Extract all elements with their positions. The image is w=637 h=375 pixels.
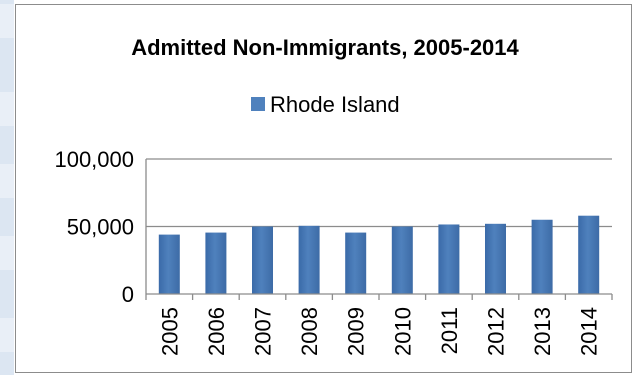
x-tick-label: 2011 bbox=[437, 307, 462, 354]
chart-area bbox=[15, 4, 632, 373]
bar-2012 bbox=[485, 223, 506, 294]
y-tick-label: 50,000 bbox=[67, 215, 134, 240]
bar-2009 bbox=[345, 232, 367, 294]
bar-2008 bbox=[298, 225, 320, 294]
bars bbox=[158, 215, 600, 294]
legend-label: Rhode Island bbox=[270, 92, 400, 117]
bar-2014 bbox=[578, 215, 600, 294]
bar-2011 bbox=[438, 224, 460, 294]
bar-2013 bbox=[531, 219, 553, 294]
x-tick-label: 2005 bbox=[157, 307, 182, 356]
bar-2007 bbox=[252, 226, 273, 294]
bar-2005 bbox=[158, 234, 180, 294]
x-tick-label: 2006 bbox=[204, 307, 229, 356]
x-tick-labels: 2005 2006 2007 2008 2009 2010 2011 2012 2013 2014 bbox=[157, 307, 601, 356]
legend: Rhode Island bbox=[251, 92, 400, 117]
x-tick-label: 2013 bbox=[530, 307, 555, 356]
chart-title: Admitted Non-Immigrants, 2005-2014 bbox=[131, 35, 519, 60]
x-tick-label: 2009 bbox=[344, 307, 369, 356]
x-tick-label: 2010 bbox=[390, 307, 415, 356]
y-tick-labels: 0 50,000 100,000 bbox=[54, 147, 134, 307]
x-tick-label: 2007 bbox=[251, 307, 276, 356]
gridlines bbox=[146, 158, 612, 228]
axes bbox=[145, 159, 613, 300]
bar-2006 bbox=[205, 232, 227, 294]
y-tick-label: 0 bbox=[122, 282, 134, 307]
x-tick-label: 2012 bbox=[484, 307, 509, 356]
x-tick-label: 2014 bbox=[577, 307, 602, 356]
bar-2010 bbox=[391, 226, 413, 294]
x-tick-label: 2008 bbox=[297, 307, 322, 356]
legend-swatch bbox=[251, 97, 265, 111]
left-decorative-strip bbox=[0, 0, 14, 375]
y-tick-label: 100,000 bbox=[54, 147, 134, 172]
